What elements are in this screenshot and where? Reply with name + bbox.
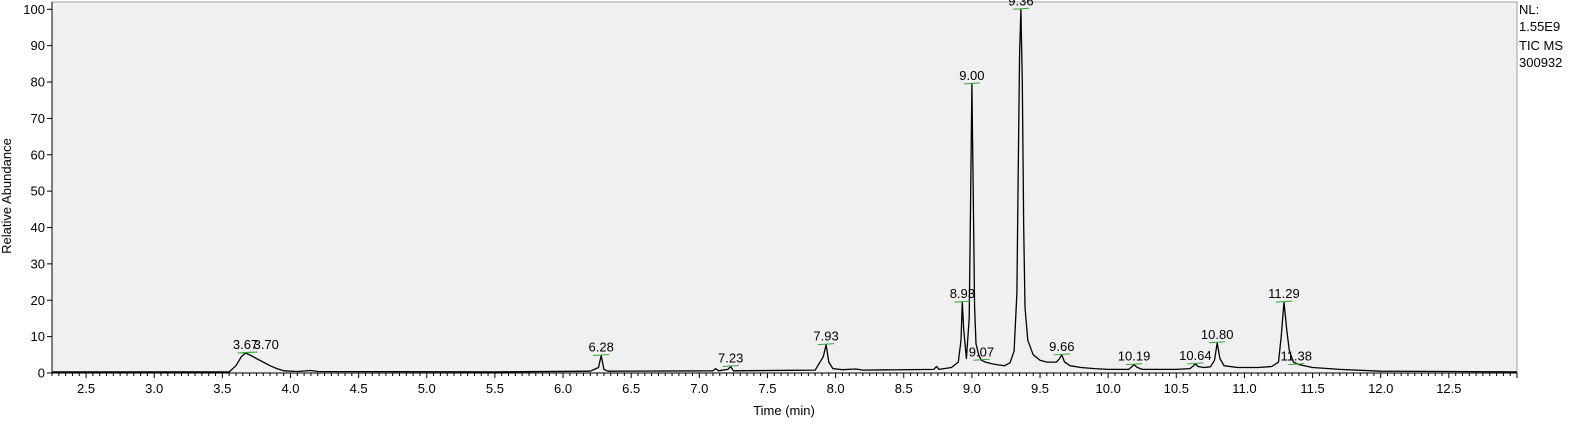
y-tick-label: 40 xyxy=(31,220,45,235)
peak-label: 9.66 xyxy=(1049,339,1074,354)
peak-label: 7.93 xyxy=(813,329,838,344)
x-tick-label: 11.5 xyxy=(1300,381,1324,396)
nl-label: NL: xyxy=(1519,2,1540,17)
x-axis-label: Time (min) xyxy=(753,403,815,418)
peak-baseline-marker xyxy=(818,343,835,346)
y-tick-label: 20 xyxy=(31,293,45,308)
peak-baseline-marker xyxy=(1288,363,1305,366)
y-tick-label: 30 xyxy=(31,256,45,271)
peak-labels: 3.673.70 6.28 7.23 7.93 8.93 9.00 9.07 9.36 9.66… xyxy=(233,0,1312,367)
peak-baseline-marker xyxy=(1209,341,1226,344)
plot-area xyxy=(51,1,1518,374)
y-tick-label: 10 xyxy=(31,329,45,344)
y-tick-label: 50 xyxy=(31,184,45,199)
peak-baseline-marker xyxy=(593,354,610,357)
x-tick-label: 3.0 xyxy=(145,381,163,396)
peak-label: 9.00 xyxy=(959,68,984,83)
x-tick-label: 8.0 xyxy=(827,381,845,396)
peak-label: 11.38 xyxy=(1280,349,1312,364)
x-tick-label: 7.0 xyxy=(690,381,708,396)
y-tick-label: 100 xyxy=(23,2,45,17)
x-tick-label: 10.0 xyxy=(1096,381,1121,396)
y-axis: 0 10 20 30 40 50 60 70 80 90 100 xyxy=(23,2,53,381)
y-axis-label: Relative Abundance xyxy=(0,138,14,254)
x-tick-label: 12.0 xyxy=(1368,381,1393,396)
x-tick-label: 7.5 xyxy=(758,381,776,396)
peak-baseline-marker xyxy=(722,364,739,367)
peak-baseline-marker xyxy=(954,300,971,303)
peak-baseline-marker xyxy=(963,82,980,85)
x-tick-label: 8.5 xyxy=(895,381,913,396)
series-line xyxy=(52,8,1518,373)
y-tick-label: 90 xyxy=(31,38,45,53)
peak-label: 11.29 xyxy=(1268,286,1300,301)
peak-label: 6.28 xyxy=(589,340,614,355)
peak-label: 3.67 xyxy=(233,337,258,352)
x-tick-label: 9.5 xyxy=(1031,381,1049,396)
y-tick-label: 70 xyxy=(31,111,45,126)
x-tick-label: 5.5 xyxy=(486,381,504,396)
peak-label: 3.70 xyxy=(254,337,279,352)
peak-baseline-marker xyxy=(241,351,258,354)
x-tick-label: 6.0 xyxy=(554,381,572,396)
y-tick-label: 80 xyxy=(31,75,45,90)
nl-value: 1.55E9 xyxy=(1519,19,1561,34)
peak-baseline-marker xyxy=(1126,363,1143,366)
x-tick-label: 5.0 xyxy=(418,381,436,396)
peak-baseline-marker xyxy=(1012,7,1029,10)
peak-label: 8.93 xyxy=(950,286,975,301)
x-tick-label: 4.0 xyxy=(281,381,299,396)
sample-id: 300932 xyxy=(1519,55,1563,70)
x-tick-label: 2.5 xyxy=(77,381,95,396)
y-tick-label: 60 xyxy=(31,147,45,162)
peak-baseline-marker xyxy=(1053,353,1070,356)
x-tick-label: 9.0 xyxy=(963,381,981,396)
x-tick-label: 12.5 xyxy=(1436,381,1461,396)
y-tick-label: 0 xyxy=(38,366,45,381)
peak-label: 7.23 xyxy=(718,350,743,365)
peak-label: 9.36 xyxy=(1008,0,1033,8)
peak-baseline-marker xyxy=(1187,362,1204,365)
trace-type: TIC MS xyxy=(1519,38,1564,53)
peak-label: 10.80 xyxy=(1201,327,1234,342)
peak-baseline-marker xyxy=(973,358,990,361)
x-tick-label: 4.5 xyxy=(350,381,368,396)
chromatogram-trace xyxy=(52,8,1518,373)
x-tick-label: 10.5 xyxy=(1164,381,1189,396)
peak-label: 10.64 xyxy=(1179,348,1212,363)
peak-label: 9.07 xyxy=(969,344,994,359)
x-tick-label: 3.5 xyxy=(213,381,231,396)
x-tick-label: 6.5 xyxy=(622,381,640,396)
x-tick-label: 11.0 xyxy=(1232,381,1256,396)
peak-label: 10.19 xyxy=(1118,349,1151,364)
peak-baseline-marker xyxy=(1275,300,1292,303)
x-axis: 2.5 3.0 3.5 4.0 4.5 5.0 5.5 6.0 6.5 7.0 7.5 8.0 8.5 9… xyxy=(51,372,1518,396)
